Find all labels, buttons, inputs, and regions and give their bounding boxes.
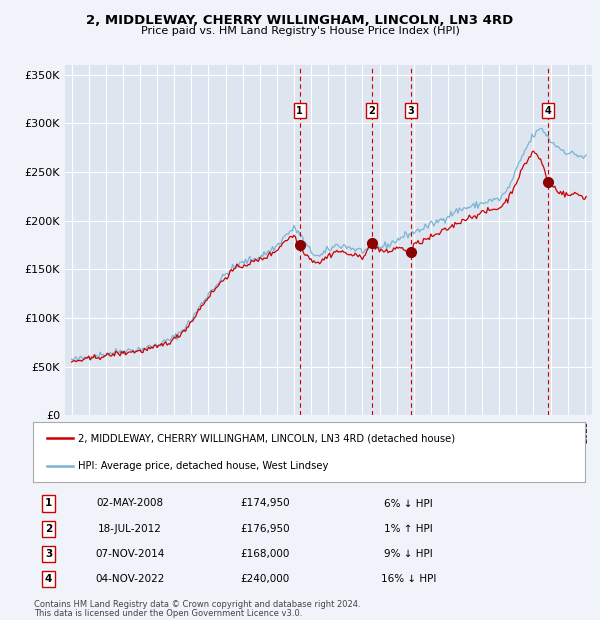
Text: £176,950: £176,950 xyxy=(240,524,290,534)
Text: £174,950: £174,950 xyxy=(240,498,290,508)
Text: HPI: Average price, detached house, West Lindsey: HPI: Average price, detached house, West… xyxy=(78,461,329,471)
Text: 6% ↓ HPI: 6% ↓ HPI xyxy=(384,498,433,508)
Text: £240,000: £240,000 xyxy=(240,574,289,584)
Text: 3: 3 xyxy=(45,549,52,559)
Text: This data is licensed under the Open Government Licence v3.0.: This data is licensed under the Open Gov… xyxy=(34,609,302,618)
Text: Price paid vs. HM Land Registry's House Price Index (HPI): Price paid vs. HM Land Registry's House … xyxy=(140,26,460,36)
Text: 2: 2 xyxy=(45,524,52,534)
Text: 1: 1 xyxy=(45,498,52,508)
Text: 3: 3 xyxy=(408,106,415,116)
Text: 4: 4 xyxy=(45,574,52,584)
Text: 04-NOV-2022: 04-NOV-2022 xyxy=(95,574,164,584)
Text: 2: 2 xyxy=(368,106,375,116)
Text: Contains HM Land Registry data © Crown copyright and database right 2024.: Contains HM Land Registry data © Crown c… xyxy=(34,600,361,609)
Text: 2, MIDDLEWAY, CHERRY WILLINGHAM, LINCOLN, LN3 4RD (detached house): 2, MIDDLEWAY, CHERRY WILLINGHAM, LINCOLN… xyxy=(78,433,455,443)
Text: 18-JUL-2012: 18-JUL-2012 xyxy=(98,524,161,534)
Text: 1: 1 xyxy=(296,106,303,116)
Text: 16% ↓ HPI: 16% ↓ HPI xyxy=(380,574,436,584)
Text: 07-NOV-2014: 07-NOV-2014 xyxy=(95,549,164,559)
Text: 9% ↓ HPI: 9% ↓ HPI xyxy=(384,549,433,559)
Text: 2, MIDDLEWAY, CHERRY WILLINGHAM, LINCOLN, LN3 4RD: 2, MIDDLEWAY, CHERRY WILLINGHAM, LINCOLN… xyxy=(86,14,514,27)
Text: 1% ↑ HPI: 1% ↑ HPI xyxy=(384,524,433,534)
Text: 02-MAY-2008: 02-MAY-2008 xyxy=(96,498,163,508)
Text: 4: 4 xyxy=(544,106,551,116)
Text: £168,000: £168,000 xyxy=(240,549,290,559)
